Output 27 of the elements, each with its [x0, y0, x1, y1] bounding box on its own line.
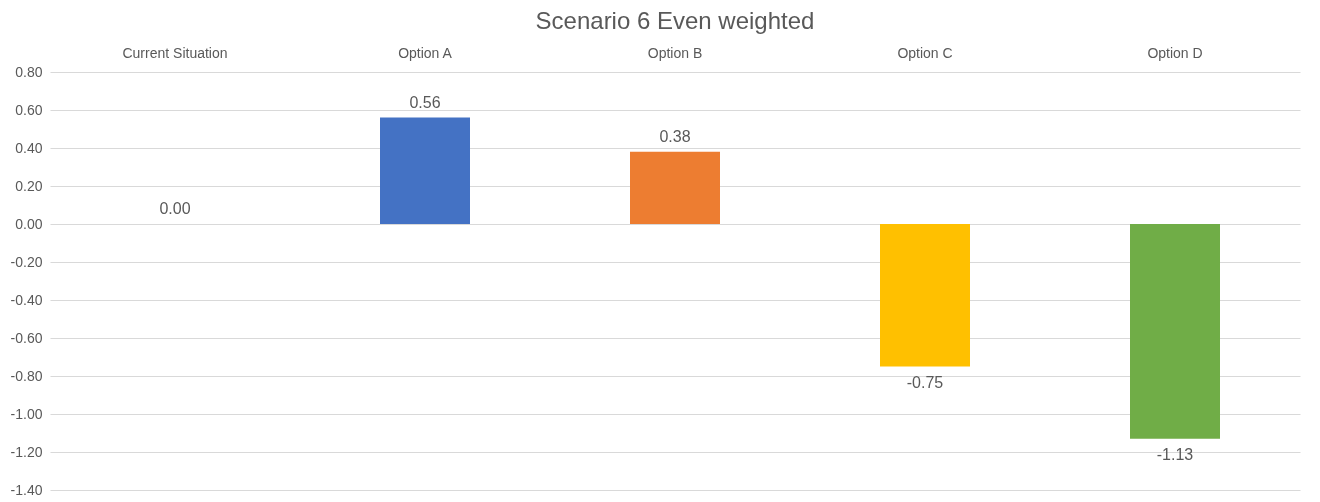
x-tick-label: Option D: [1147, 44, 1203, 61]
x-tick-label: Current Situation: [122, 44, 228, 61]
data-label: 0.56: [409, 93, 441, 111]
x-tick-label: Option C: [897, 44, 953, 61]
bar: [1130, 224, 1220, 439]
y-tick-label: -1.00: [10, 405, 43, 422]
bar: [880, 224, 970, 367]
y-tick-label: 0.60: [15, 101, 43, 118]
y-tick-label: 0.20: [15, 177, 43, 194]
y-tick-label: -0.40: [10, 291, 43, 308]
y-tick-label: -0.60: [10, 329, 43, 346]
bar: [380, 117, 470, 224]
data-label: -1.13: [1156, 445, 1194, 463]
y-tick-label: -0.20: [10, 253, 43, 270]
chart-title: Scenario 6 Even weighted: [535, 7, 815, 34]
bar: [630, 151, 720, 224]
y-tick-label: 0.00: [15, 215, 43, 232]
y-tick-label: -0.80: [10, 367, 43, 384]
data-label: -0.75: [906, 373, 944, 391]
data-label: 0.38: [659, 127, 691, 145]
y-tick-label: -1.20: [10, 443, 43, 460]
data-label: 0.00: [159, 200, 191, 217]
y-tick-label: -1.40: [10, 481, 43, 498]
x-tick-label: Option B: [647, 44, 703, 61]
y-tick-label: 0.40: [15, 139, 43, 156]
y-tick-label: 0.80: [15, 63, 43, 80]
x-tick-label: Option A: [398, 44, 453, 61]
